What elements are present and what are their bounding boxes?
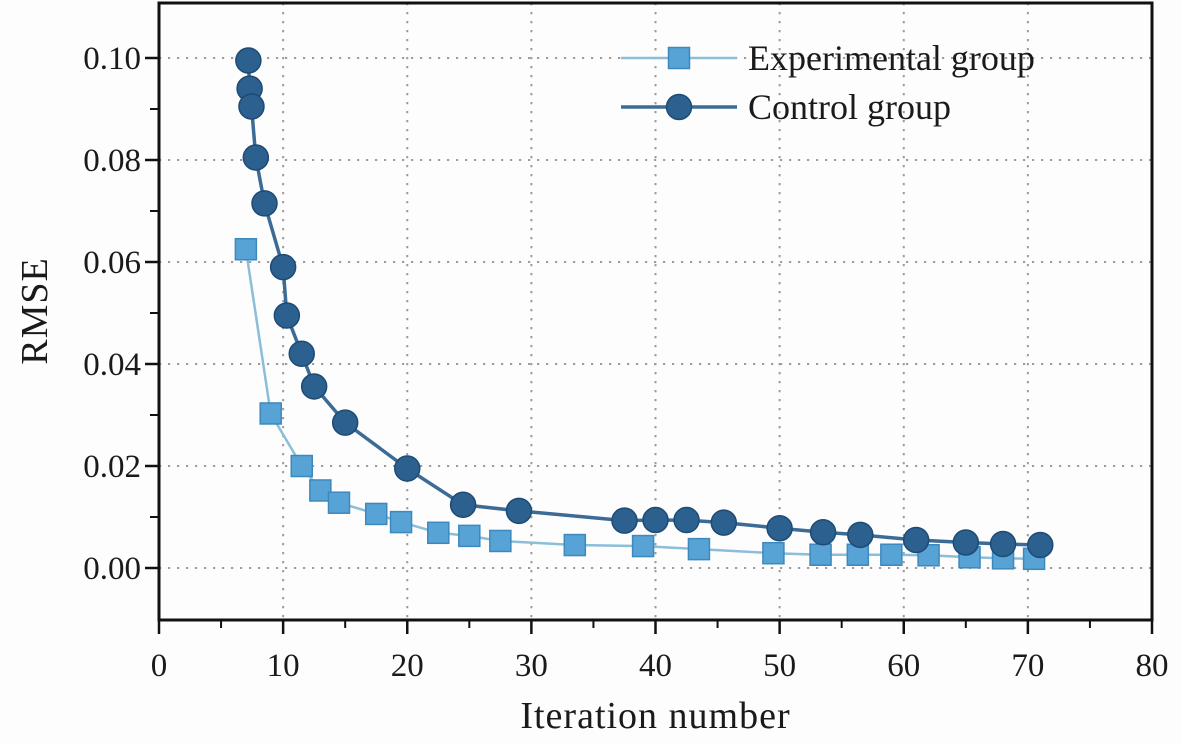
control-data-marker [300, 373, 328, 400]
experimental-data-marker [309, 479, 332, 502]
y-tick-label: 0.10 [83, 41, 141, 77]
experimental-data-marker [234, 238, 258, 261]
experimental-data-marker [809, 543, 832, 566]
experimental-data-marker [489, 529, 512, 553]
control-data-marker [1027, 531, 1054, 559]
experimental-data-marker [259, 402, 282, 425]
x-tick-label: 30 [515, 648, 548, 684]
control-data-marker [505, 497, 533, 525]
control-data-marker [251, 190, 278, 217]
x-tick-label: 70 [1011, 648, 1044, 684]
experimental-series-line [244, 249, 1035, 561]
control-data-marker [710, 509, 738, 536]
x-tick-label: 10 [267, 648, 300, 684]
control-data-marker [238, 93, 265, 120]
control-data-marker [331, 409, 359, 436]
x-tick-label: 80 [1136, 648, 1169, 684]
x-tick-label: 20 [391, 648, 424, 684]
control-data-marker [766, 514, 793, 542]
experimental-data-marker [327, 491, 351, 514]
y-tick-label: 0.08 [83, 143, 141, 179]
y-tick-label: 0.00 [83, 551, 141, 587]
experimental-data-marker [458, 524, 481, 548]
control-data-marker [611, 507, 638, 534]
x-tick-label: 0 [151, 648, 168, 684]
x-tick-label: 40 [639, 648, 672, 684]
experimental-data-marker [631, 534, 655, 558]
control-data-marker [288, 340, 315, 368]
control-data-marker [273, 302, 301, 329]
experimental-data-marker [880, 543, 903, 566]
experimental-data-marker [364, 502, 388, 526]
control-data-marker [394, 455, 421, 482]
control-data-marker [242, 144, 270, 171]
experimental-data-marker [427, 521, 450, 545]
control-series-line [246, 60, 1041, 547]
control-data-marker [809, 519, 837, 546]
control-data-marker [952, 529, 980, 556]
y-tick-label: 0.06 [83, 245, 141, 281]
control-data-marker [673, 506, 700, 534]
experimental-data-marker [762, 541, 785, 565]
experimental-data-marker [290, 454, 313, 478]
control-data-marker [902, 526, 930, 554]
control-data-marker [235, 47, 262, 74]
experimental-data-marker [687, 537, 711, 561]
control-data-marker [642, 506, 669, 534]
y-tick-label: 0.04 [83, 347, 141, 383]
y-tick-label: 0.02 [83, 449, 141, 485]
experimental-data-marker [563, 533, 587, 557]
control-data-marker [989, 530, 1017, 558]
control-data-marker [449, 491, 477, 519]
experimental-data-marker [389, 510, 413, 534]
control-data-marker [269, 253, 297, 281]
x-tick-label: 60 [887, 648, 920, 684]
control-data-marker [847, 521, 874, 549]
x-tick-label: 50 [763, 648, 796, 684]
